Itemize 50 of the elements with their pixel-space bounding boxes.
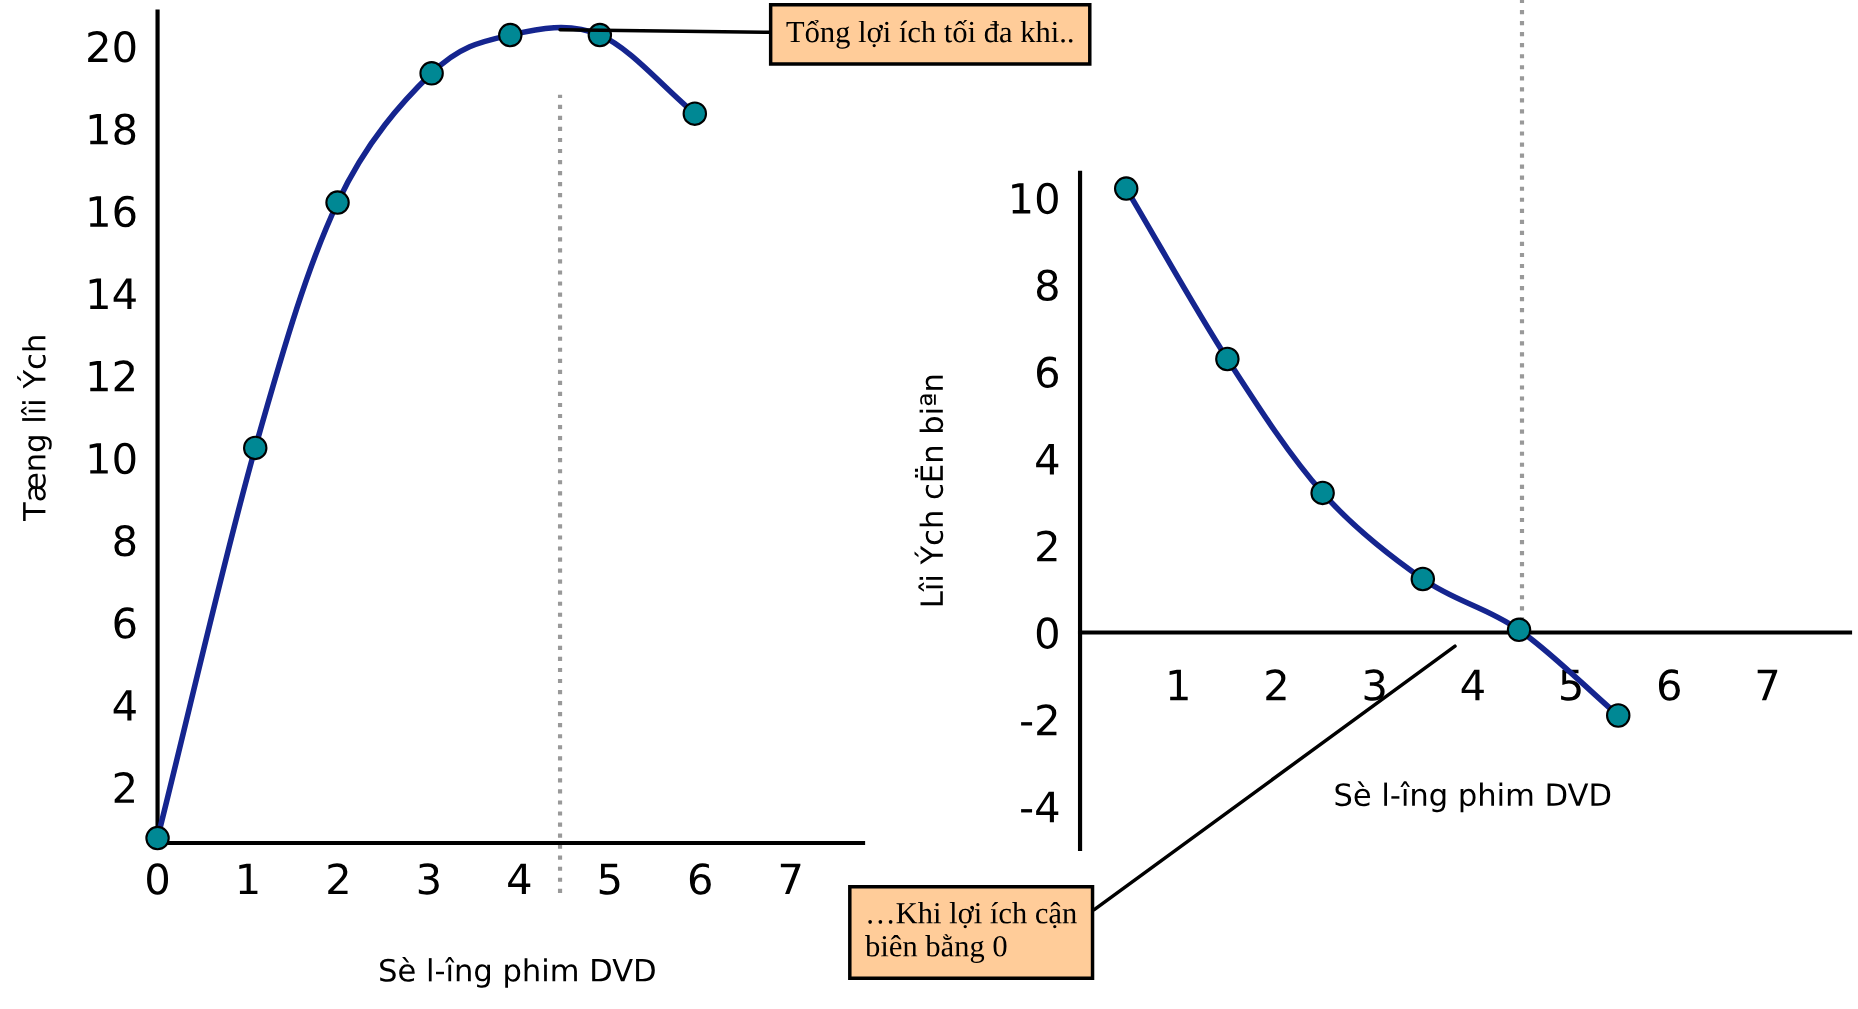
point [498, 22, 523, 48]
point [682, 101, 708, 126]
x-tick-label: 3 [418, 863, 439, 895]
y-tick-label: 0 [1036, 617, 1058, 649]
y-tick-label: 4 [1036, 444, 1059, 475]
y-tick-label: 10 [1012, 182, 1058, 215]
x-tick-label: 1 [1169, 669, 1188, 701]
text: …Khi lợi ích cận biên bằng 0 [865, 901, 1077, 963]
y-tick-label: 6 [1037, 356, 1058, 389]
y-tick-label: 16 [89, 195, 136, 228]
x-tick-label: 6 [689, 863, 711, 895]
y-tick-label: 2 [114, 771, 134, 803]
point [419, 61, 444, 86]
x-tick-label: 6 [1658, 669, 1680, 701]
x-tick-label: 4 [1461, 669, 1484, 701]
point [1310, 480, 1335, 506]
y-tick-label: 8 [1036, 269, 1058, 302]
x-axis-title: Sè l-îng phim DVD [1335, 781, 1611, 813]
y-tick-label: -2 [1021, 704, 1057, 736]
x-tick-label: 7 [1757, 669, 1778, 701]
x-tick-label: 5 [599, 863, 620, 895]
y-axis-title: Tæng lîi Ých [17, 336, 52, 521]
y-tick-label: 4 [113, 690, 136, 721]
x-tick-label: 1 [239, 863, 258, 895]
y-tick-label: 14 [89, 278, 136, 309]
y-tick-label: 10 [89, 442, 136, 475]
point [1606, 703, 1631, 728]
y-tick-label: 6 [114, 607, 136, 639]
x-axis-title: Sè l-îng phim DVD [380, 956, 655, 988]
point [1215, 346, 1240, 372]
x-tick-label: 4 [508, 863, 531, 895]
x-tick-label: 2 [328, 863, 348, 895]
point [1410, 566, 1436, 592]
point [1506, 617, 1532, 643]
x-tick-label: 3 [1364, 669, 1385, 701]
y-tick-label: 18 [89, 113, 136, 145]
y-tick-label: 2 [1037, 530, 1057, 562]
y-tick-label: 12 [89, 360, 134, 392]
point [145, 825, 170, 851]
x-tick-label: 0 [147, 863, 169, 895]
point [1113, 176, 1139, 201]
point [325, 190, 350, 215]
x-tick-label: 2 [1266, 669, 1286, 701]
y-axis-title: Lîi Ých cËn biªn [914, 375, 944, 606]
y-tick-label: 8 [114, 524, 136, 557]
y-tick-label: -4 [1021, 791, 1059, 823]
y-tick-label: 20 [88, 31, 136, 63]
annotation: Tổng lợi ích tối đa khi.. [786, 19, 1073, 49]
point [243, 435, 268, 461]
x-tick-label: 7 [780, 863, 801, 895]
